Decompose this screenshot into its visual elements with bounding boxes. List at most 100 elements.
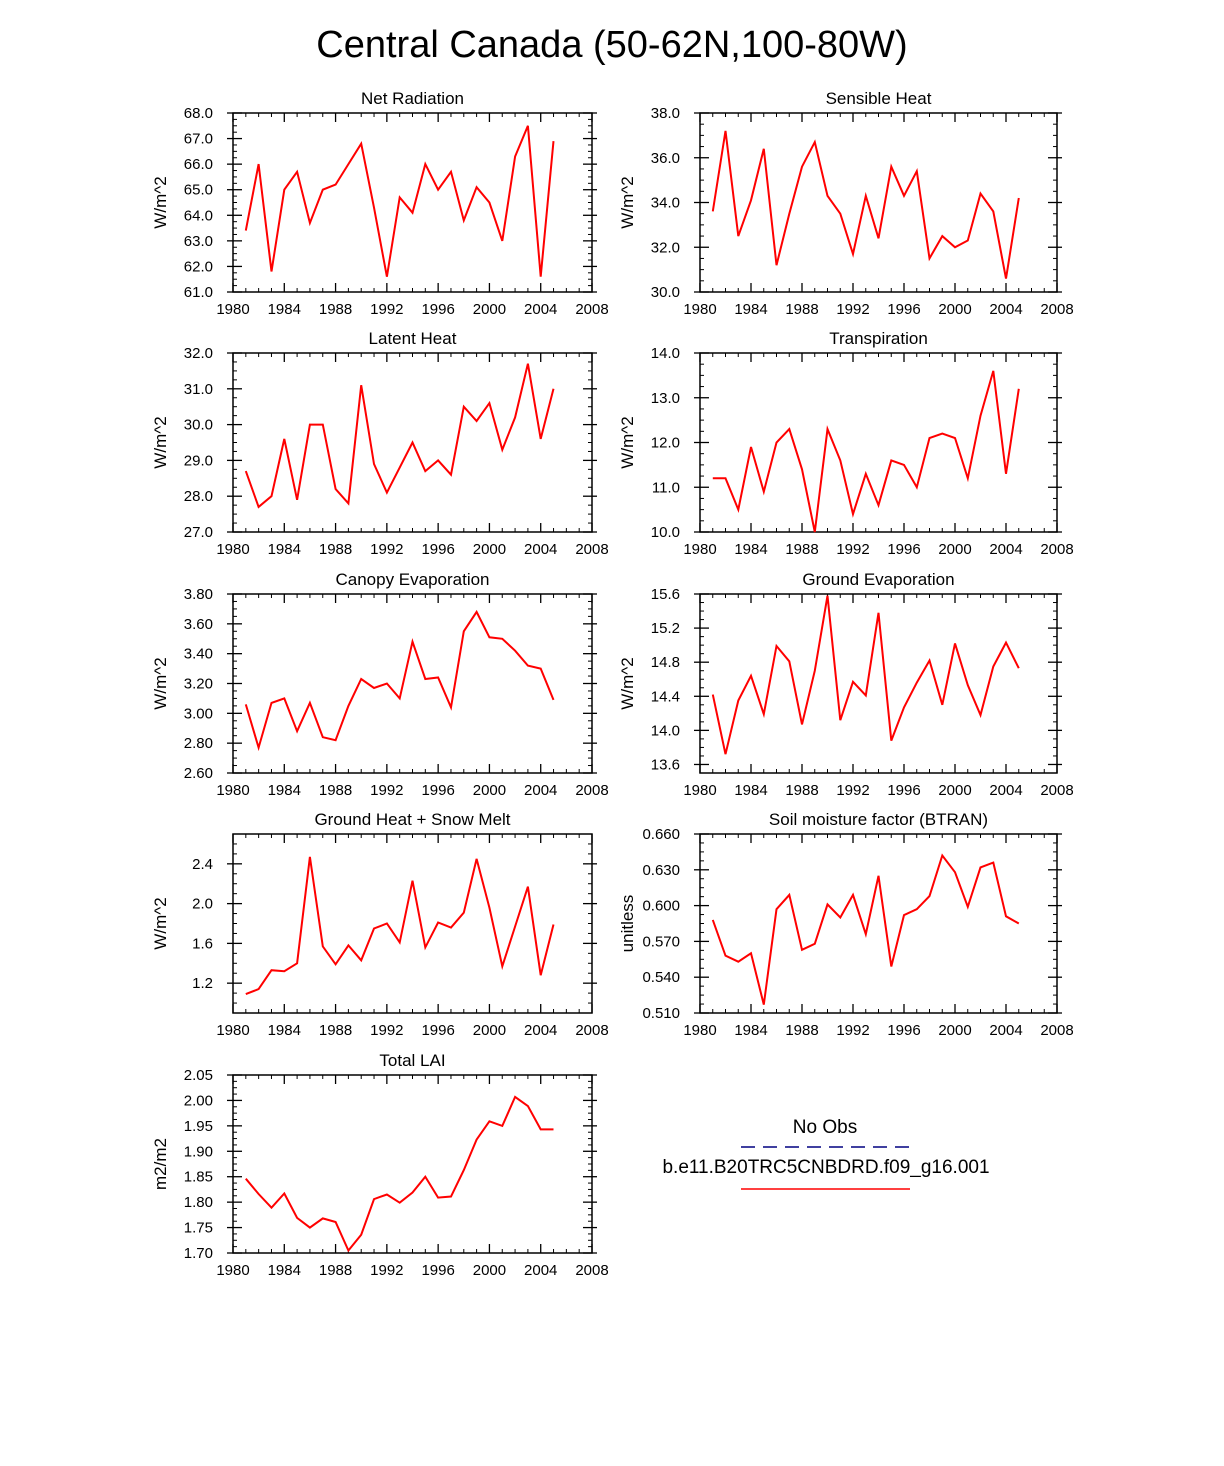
y-tick-label-total-lai: 2.05	[184, 1067, 213, 1084]
panel-title-net-radiation: Net Radiation	[361, 89, 464, 108]
panel-title-ground-heat-snow-melt: Ground Heat + Snow Melt	[314, 810, 510, 829]
y-tick-label-latent-heat: 28.0	[184, 488, 213, 505]
x-tick-label-ground-evaporation: 1996	[887, 782, 920, 799]
y-tick-label-sensible-heat: 30.0	[651, 284, 680, 301]
x-tick-label-transpiration: 1988	[785, 541, 818, 558]
x-tick-label-soil-moisture-factor-btran: 2000	[938, 1022, 971, 1039]
x-tick-label-total-lai: 1988	[319, 1262, 352, 1279]
x-tick-label-transpiration: 2000	[938, 541, 971, 558]
y-tick-label-ground-heat-snow-melt: 1.2	[192, 975, 213, 992]
x-tick-label-transpiration: 1980	[683, 541, 716, 558]
x-tick-label-net-radiation: 1984	[268, 301, 301, 318]
x-tick-label-sensible-heat: 1992	[836, 301, 869, 318]
x-tick-label-sensible-heat: 1988	[785, 301, 818, 318]
panel-transpiration: Transpiration W/m^2 1980 1984 1988 1992 1996 20…	[618, 329, 1074, 558]
y-tick-label-canopy-evaporation: 3.00	[184, 705, 213, 722]
x-tick-label-canopy-evaporation: 1992	[370, 782, 403, 799]
x-tick-label-soil-moisture-factor-btran: 2008	[1040, 1022, 1073, 1039]
x-tick-label-soil-moisture-factor-btran: 1984	[734, 1022, 767, 1039]
y-tick-label-ground-evaporation: 13.6	[651, 756, 680, 773]
y-tick-label-latent-heat: 31.0	[184, 381, 213, 398]
panel-ground-evaporation: Ground Evaporation W/m^2 1980 1984 1988 1992 1…	[618, 570, 1074, 799]
x-tick-label-ground-evaporation: 1992	[836, 782, 869, 799]
y-tick-label-canopy-evaporation: 3.60	[184, 616, 213, 633]
y-tick-label-total-lai: 1.95	[184, 1118, 213, 1135]
y-tick-label-net-radiation: 65.0	[184, 182, 213, 199]
x-tick-label-total-lai: 1992	[370, 1262, 403, 1279]
y-axis-label-net-radiation: W/m^2	[151, 176, 170, 228]
y-axis-label-sensible-heat: W/m^2	[618, 176, 637, 228]
panel-total-lai: Total LAI m2/m2 1980 1984 1988 1992 1996 2000 20…	[151, 1051, 609, 1279]
panel-soil-moisture-factor-btran: Soil moisture factor (BTRAN) unitless 1980…	[618, 810, 1074, 1039]
x-tick-label-sensible-heat: 2000	[938, 301, 971, 318]
y-tick-label-net-radiation: 61.0	[184, 284, 213, 301]
y-tick-label-ground-evaporation: 14.0	[651, 722, 680, 739]
x-tick-label-latent-heat: 2008	[575, 541, 608, 558]
panel-latent-heat: Latent Heat W/m^2 1980 1984 1988 1992 1996 2000…	[151, 329, 609, 558]
x-tick-label-ground-heat-snow-melt: 1996	[421, 1022, 454, 1039]
y-tick-label-net-radiation: 66.0	[184, 156, 213, 173]
y-tick-label-latent-heat: 29.0	[184, 452, 213, 469]
x-tick-label-ground-heat-snow-melt: 1984	[268, 1022, 301, 1039]
x-tick-label-sensible-heat: 1984	[734, 301, 767, 318]
y-tick-label-net-radiation: 64.0	[184, 207, 213, 224]
panel-net-radiation: Net Radiation W/m^2 1980 1984 1988 1992 1996 20…	[151, 89, 609, 318]
x-tick-label-ground-evaporation: 1988	[785, 782, 818, 799]
x-tick-label-latent-heat: 1988	[319, 541, 352, 558]
y-tick-label-sensible-heat: 34.0	[651, 195, 680, 212]
y-tick-label-ground-evaporation: 15.6	[651, 586, 680, 603]
x-tick-label-transpiration: 1992	[836, 541, 869, 558]
x-tick-label-ground-heat-snow-melt: 1992	[370, 1022, 403, 1039]
y-axis-label-total-lai: m2/m2	[151, 1138, 170, 1190]
x-tick-label-net-radiation: 1988	[319, 301, 352, 318]
x-tick-label-latent-heat: 2000	[473, 541, 506, 558]
y-tick-label-transpiration: 10.0	[651, 524, 680, 541]
y-tick-label-net-radiation: 63.0	[184, 233, 213, 250]
series-line-canopy-evaporation	[244, 609, 555, 752]
y-tick-label-ground-heat-snow-melt: 2.4	[192, 856, 213, 873]
x-tick-label-canopy-evaporation: 2000	[473, 782, 506, 799]
x-tick-label-canopy-evaporation: 1988	[319, 782, 352, 799]
series-line-transpiration	[712, 370, 1020, 533]
x-tick-label-net-radiation: 1992	[370, 301, 403, 318]
y-tick-label-net-radiation: 62.0	[184, 258, 213, 275]
y-tick-label-transpiration: 12.0	[651, 435, 680, 452]
y-tick-label-ground-heat-snow-melt: 1.6	[192, 935, 213, 952]
series-line-ground-heat-snow-melt	[245, 856, 555, 996]
y-tick-label-ground-evaporation: 15.2	[651, 620, 680, 637]
series-line-net-radiation	[244, 125, 555, 277]
x-tick-label-total-lai: 1980	[216, 1262, 249, 1279]
x-tick-label-canopy-evaporation: 1996	[421, 782, 454, 799]
panel-title-canopy-evaporation: Canopy Evaporation	[335, 570, 489, 589]
x-tick-label-ground-evaporation: 1980	[683, 782, 716, 799]
y-tick-label-total-lai: 1.75	[184, 1220, 213, 1237]
x-tick-label-ground-heat-snow-melt: 2000	[473, 1022, 506, 1039]
y-tick-label-total-lai: 1.80	[184, 1194, 213, 1211]
y-axis-label-canopy-evaporation: W/m^2	[151, 657, 170, 709]
panel-title-ground-evaporation: Ground Evaporation	[802, 570, 954, 589]
x-tick-label-ground-evaporation: 2000	[938, 782, 971, 799]
y-tick-label-total-lai: 1.70	[184, 1245, 213, 1262]
legend-label-model-case: b.e11.B20TRC5CNBDRD.f09_g16.001	[662, 1157, 989, 1178]
x-tick-label-ground-heat-snow-melt: 2004	[524, 1022, 557, 1039]
x-tick-label-ground-evaporation: 2008	[1040, 782, 1073, 799]
x-tick-label-total-lai: 2000	[473, 1262, 506, 1279]
y-tick-label-canopy-evaporation: 3.40	[184, 646, 213, 663]
y-tick-label-transpiration: 14.0	[651, 345, 680, 362]
y-tick-label-transpiration: 13.0	[651, 390, 680, 407]
y-tick-label-latent-heat: 27.0	[184, 524, 213, 541]
x-tick-label-sensible-heat: 2008	[1040, 301, 1073, 318]
x-tick-label-sensible-heat: 2004	[989, 301, 1022, 318]
y-tick-label-latent-heat: 32.0	[184, 345, 213, 362]
series-line-total-lai	[245, 1095, 554, 1253]
y-tick-label-sensible-heat: 36.0	[651, 150, 680, 167]
x-tick-label-soil-moisture-factor-btran: 1988	[785, 1022, 818, 1039]
x-tick-label-ground-evaporation: 1984	[734, 782, 767, 799]
x-tick-label-transpiration: 1984	[734, 541, 767, 558]
x-tick-label-net-radiation: 1980	[216, 301, 249, 318]
x-tick-label-net-radiation: 2004	[524, 301, 557, 318]
y-axis-label-transpiration: W/m^2	[618, 416, 637, 468]
series-line-latent-heat	[244, 363, 555, 509]
x-tick-label-total-lai: 2008	[575, 1262, 608, 1279]
